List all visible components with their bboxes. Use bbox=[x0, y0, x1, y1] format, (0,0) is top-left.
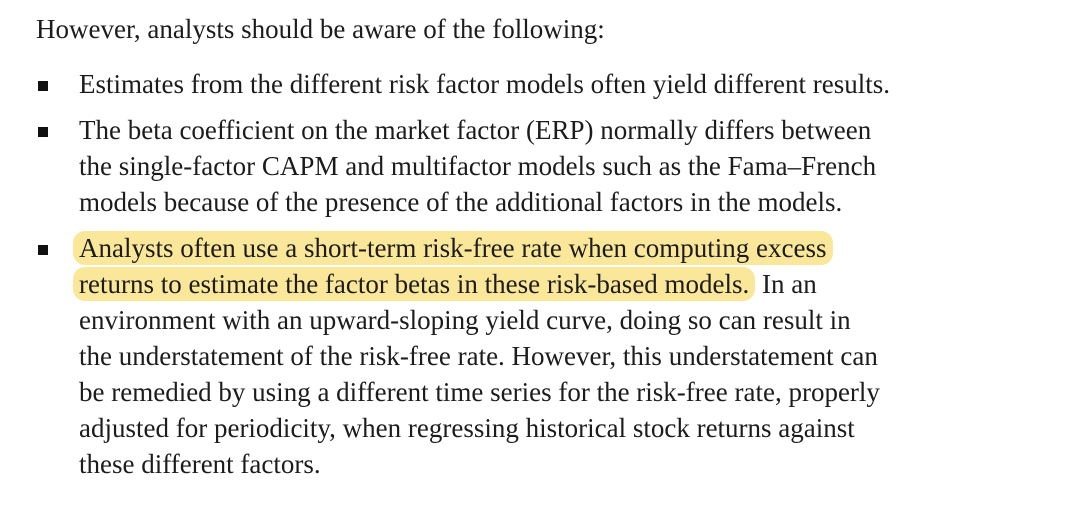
square-bullet-icon bbox=[38, 127, 48, 137]
text-line: these different factors. bbox=[79, 449, 321, 479]
text-line: The beta coefficient on the market facto… bbox=[79, 115, 872, 145]
text-line: environment with an upward-sloping yield… bbox=[79, 305, 851, 335]
text-line: be remedied by using a different time se… bbox=[79, 377, 880, 407]
text-line: adjusted for periodicity, when regressin… bbox=[79, 413, 855, 443]
intro-sentence: However, analysts should be aware of the… bbox=[36, 14, 605, 44]
square-bullet-icon bbox=[38, 245, 48, 255]
highlighted-text: returns to estimate the factor betas in … bbox=[73, 267, 756, 301]
bullet-text: The beta coefficient on the market facto… bbox=[79, 112, 876, 220]
square-bullet-icon bbox=[38, 81, 48, 91]
text-line: Analysts often use a short-term risk-fre… bbox=[73, 230, 880, 266]
text-line: the single-factor CAPM and multifactor m… bbox=[79, 151, 877, 181]
bullet-text: Analysts often use a short-term risk-fre… bbox=[73, 230, 880, 482]
highlighted-text: Analysts often use a short-term risk-fre… bbox=[73, 231, 833, 265]
text-line: Estimates from the different risk factor… bbox=[79, 69, 891, 99]
text-segment: In an bbox=[755, 269, 817, 299]
text-line: returns to estimate the factor betas in … bbox=[73, 266, 880, 302]
text-line: models because of the presence of the ad… bbox=[79, 187, 843, 217]
text-line: the understatement of the risk-free rate… bbox=[79, 341, 878, 371]
bullet-text: Estimates from the different risk factor… bbox=[79, 66, 890, 102]
